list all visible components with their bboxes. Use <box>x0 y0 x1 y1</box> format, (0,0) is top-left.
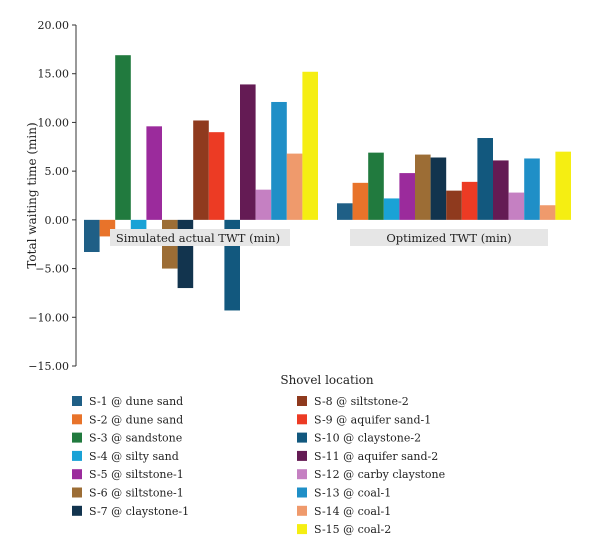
group-label-box <box>350 229 548 246</box>
legend-item: S-14 @ coal-1 <box>297 505 391 518</box>
bar <box>208 132 225 220</box>
y-axis-title: Total waiting time (min) <box>25 122 39 268</box>
legend-label: S-4 @ silty sand <box>89 450 179 463</box>
group-label: Optimized TWT (min) <box>386 231 511 245</box>
bar <box>368 152 384 220</box>
bar <box>430 157 447 220</box>
legend-item: S-9 @ aquifer sand-1 <box>297 413 431 426</box>
bar-group <box>84 55 318 311</box>
bar <box>508 192 525 220</box>
legend-swatch <box>297 414 307 425</box>
bar <box>446 190 462 220</box>
bar <box>130 219 147 230</box>
bar <box>255 189 272 220</box>
legend-swatch <box>297 396 307 406</box>
legend-swatch <box>72 450 82 461</box>
legend-item: S-10 @ claystone-2 <box>297 432 421 445</box>
bar <box>193 120 209 220</box>
bar <box>415 154 431 220</box>
legend-item: S-2 @ dune sand <box>72 413 183 426</box>
bar <box>84 219 100 253</box>
y-tick-label: 15.00 <box>38 68 70 81</box>
legend-item: S-7 @ claystone-1 <box>72 505 189 518</box>
legend-item: S-15 @ coal-2 <box>297 523 391 536</box>
legend-item: S-11 @ aquifer sand-2 <box>297 450 438 463</box>
legend-label: S-1 @ dune sand <box>89 395 183 408</box>
y-tick-label: −10.00 <box>28 311 69 324</box>
bar <box>115 55 131 220</box>
bar <box>146 126 162 220</box>
legend-item: S-5 @ siltstone-1 <box>72 468 184 481</box>
bar <box>337 203 353 220</box>
legend-swatch <box>72 414 82 425</box>
legend-swatch <box>297 505 307 516</box>
legend-label: S-7 @ claystone-1 <box>89 505 189 518</box>
bar <box>524 158 540 220</box>
legend-item: S-13 @ coal-1 <box>297 487 391 500</box>
bar <box>555 151 571 220</box>
legend-label: S-5 @ siltstone-1 <box>89 468 184 481</box>
legend-label: S-12 @ carby claystone <box>314 468 445 481</box>
bar <box>539 205 556 220</box>
bar <box>286 153 303 220</box>
legend-swatch <box>72 469 82 480</box>
legend-item: S-8 @ siltstone-2 <box>297 395 409 408</box>
bar-group <box>337 138 571 220</box>
legend-label: S-6 @ siltstone-1 <box>89 487 184 500</box>
bar <box>271 101 287 220</box>
bar <box>477 138 493 220</box>
bar <box>240 84 256 220</box>
legend-swatch <box>297 524 307 535</box>
y-tick-label: 0.00 <box>45 214 70 227</box>
legend-label: S-14 @ coal-1 <box>314 505 391 518</box>
legend-swatch <box>72 505 82 516</box>
legend-item: S-3 @ sandstone <box>72 432 182 445</box>
group-label-box <box>110 229 290 246</box>
bar <box>399 173 415 220</box>
legend-label: S-9 @ aquifer sand-1 <box>314 413 431 426</box>
y-tick-label: −5.00 <box>35 263 69 276</box>
legend-label: S-3 @ sandstone <box>89 432 182 445</box>
legend-swatch <box>72 487 82 498</box>
bar <box>352 182 369 220</box>
legend-label: S-15 @ coal-2 <box>314 523 391 536</box>
y-tick-label: 5.00 <box>45 165 70 178</box>
y-tick-label: 20.00 <box>38 19 70 32</box>
bar <box>461 181 478 220</box>
legend-swatch <box>297 487 307 498</box>
legend-item: S-6 @ siltstone-1 <box>72 487 184 500</box>
legend: S-1 @ dune sand S-2 @ dune sand S-3 @ sand… <box>72 395 445 536</box>
y-tick-label: −15.00 <box>28 360 69 373</box>
group-label: Simulated actual TWT (min) <box>116 231 280 245</box>
legend-item: S-1 @ dune sand <box>72 395 183 408</box>
y-tick-label: 10.00 <box>38 116 70 129</box>
bar <box>493 160 509 220</box>
x-axis-title: Shovel location <box>280 373 374 387</box>
legend-item: S-4 @ silty sand <box>72 450 179 463</box>
legend-swatch <box>72 432 82 443</box>
legend-label: S-13 @ coal-1 <box>314 487 391 500</box>
legend-swatch <box>297 432 307 443</box>
legend-swatch <box>72 396 82 406</box>
bar <box>302 71 318 220</box>
legend-label: S-11 @ aquifer sand-2 <box>314 450 438 463</box>
legend-label: S-8 @ siltstone-2 <box>314 395 409 408</box>
legend-label: S-10 @ claystone-2 <box>314 432 421 445</box>
legend-label: S-2 @ dune sand <box>89 413 183 426</box>
legend-item: S-12 @ carby claystone <box>297 468 445 481</box>
legend-swatch <box>297 469 307 480</box>
bar <box>383 198 400 220</box>
legend-swatch <box>297 450 307 461</box>
